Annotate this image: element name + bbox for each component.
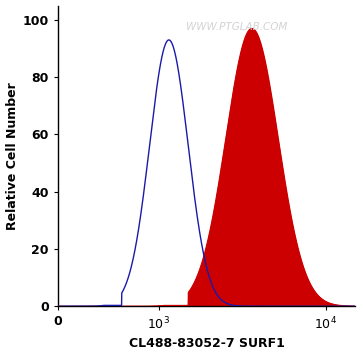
Text: WWW.PTGLAB.COM: WWW.PTGLAB.COM <box>186 22 287 32</box>
X-axis label: CL488-83052-7 SURF1: CL488-83052-7 SURF1 <box>129 337 285 350</box>
Y-axis label: Relative Cell Number: Relative Cell Number <box>5 82 18 230</box>
